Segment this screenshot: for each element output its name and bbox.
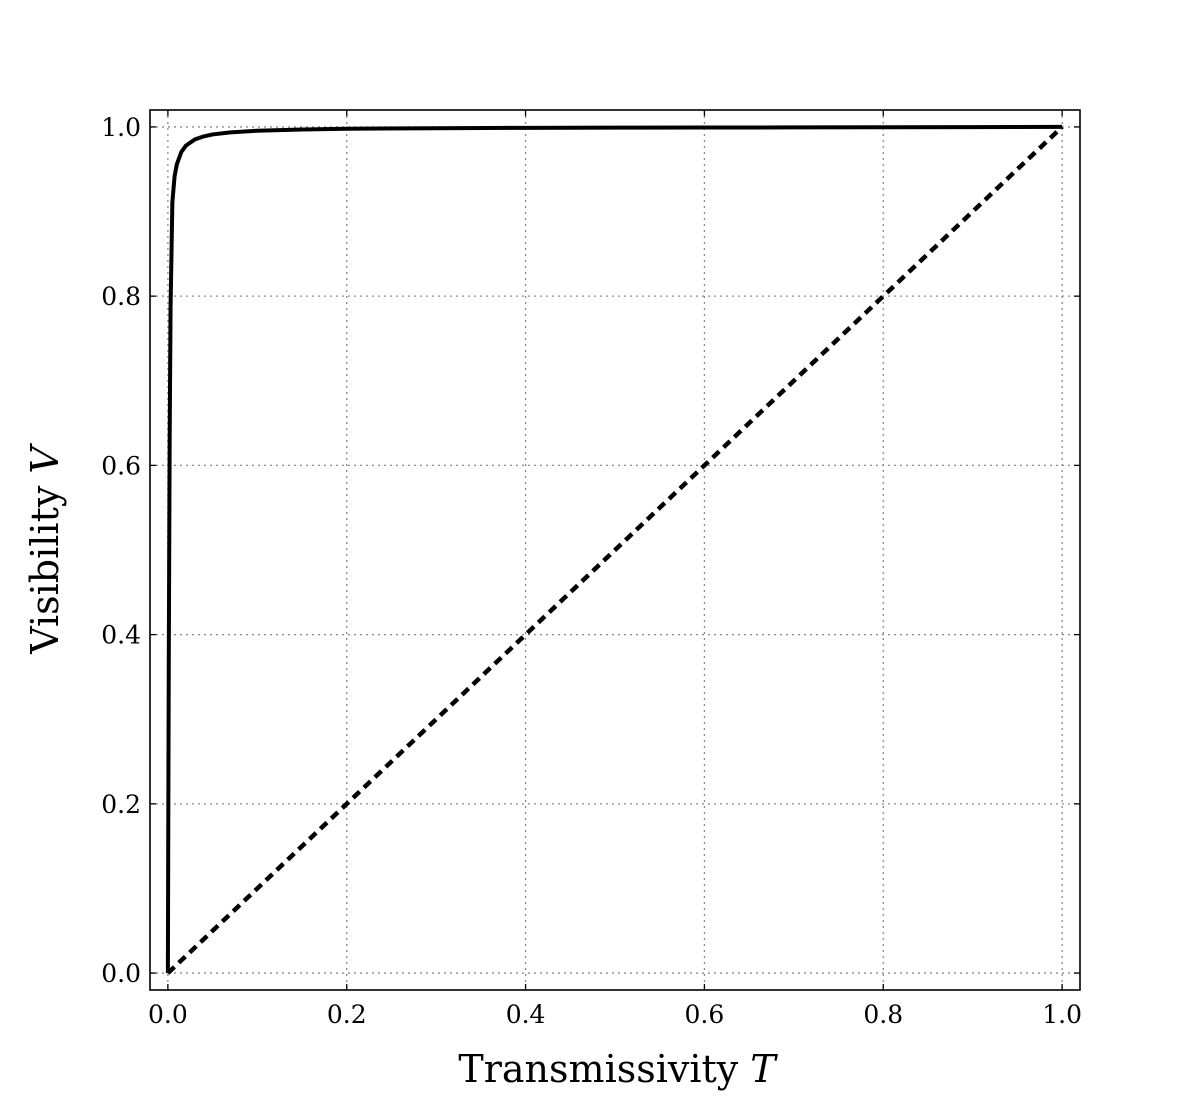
y-tick-label-2: 0.4	[101, 621, 141, 650]
x-tick-label-3: 0.6	[685, 1000, 725, 1029]
x-tick-labels: 0.0 0.2 0.4 0.6 0.8 1.0	[148, 1000, 1082, 1029]
y-axis-label-var: V	[23, 443, 67, 474]
x-tick-label-1: 0.2	[327, 1000, 367, 1029]
y-axis-label-text: Visibility	[23, 485, 67, 655]
series-group	[165, 124, 1064, 975]
series-line-dashed	[166, 125, 1064, 975]
y-tick-labels: 0.0 0.2 0.4 0.6 0.8 1.0	[101, 113, 141, 988]
x-tick-label-0: 0.0	[148, 1000, 188, 1029]
y-tick-label-4: 0.8	[101, 282, 141, 311]
y-tick-label-5: 1.0	[101, 113, 141, 142]
x-tick-label-5: 1.0	[1042, 1000, 1082, 1029]
y-axis-label: Visibility V	[23, 443, 67, 655]
x-axis-label-var: T	[750, 1047, 778, 1091]
y-tick-label-0: 0.0	[101, 959, 141, 988]
ticks	[150, 110, 1080, 990]
series-line-solid	[165, 124, 1063, 974]
y-tick-label-1: 0.2	[101, 790, 141, 819]
x-axis-label-text: Transmissivity	[458, 1047, 738, 1091]
plot-frame	[149, 109, 1081, 991]
x-tick-label-2: 0.4	[506, 1000, 546, 1029]
x-axis-label: Transmissivity T	[458, 1047, 778, 1091]
y-tick-label-3: 0.6	[101, 451, 141, 480]
x-tick-label-4: 0.8	[863, 1000, 903, 1029]
